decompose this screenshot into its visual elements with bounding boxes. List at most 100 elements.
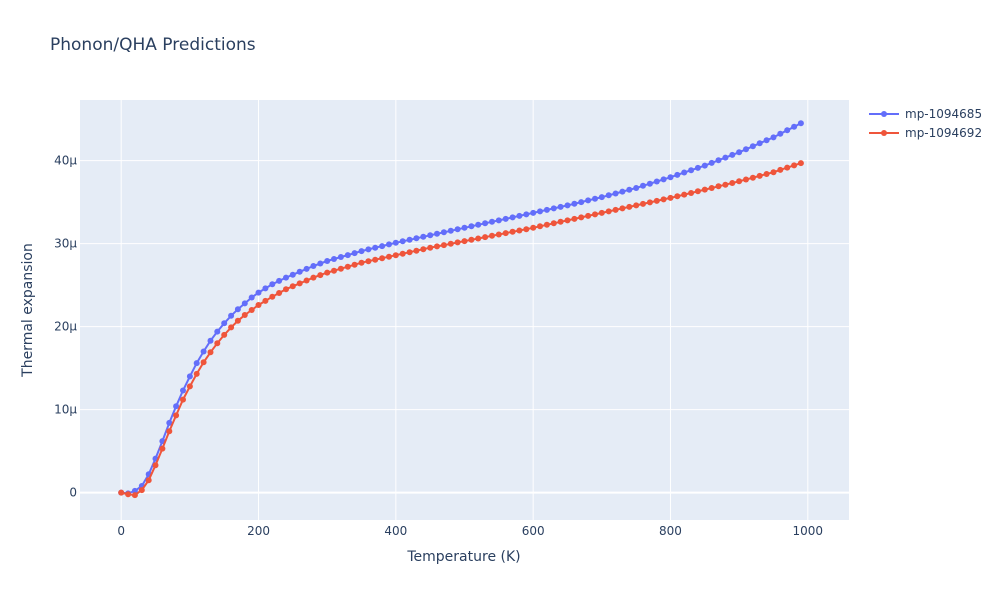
data-point[interactable] bbox=[598, 194, 605, 201]
data-point[interactable] bbox=[331, 256, 337, 262]
data-point[interactable] bbox=[729, 180, 736, 186]
data-point[interactable] bbox=[674, 193, 681, 200]
data-point[interactable] bbox=[234, 317, 241, 324]
data-point[interactable] bbox=[784, 164, 791, 171]
data-point[interactable] bbox=[193, 360, 200, 367]
data-point[interactable] bbox=[756, 172, 763, 179]
data-point[interactable] bbox=[372, 244, 379, 251]
data-point[interactable] bbox=[255, 289, 262, 296]
data-point[interactable] bbox=[722, 181, 729, 188]
data-point[interactable] bbox=[228, 312, 235, 319]
data-point[interactable] bbox=[640, 182, 646, 189]
data-point[interactable] bbox=[228, 324, 235, 331]
data-point[interactable] bbox=[749, 174, 756, 181]
data-point[interactable] bbox=[653, 197, 660, 204]
legend-item-mp-1094685[interactable]: mp-1094685 bbox=[869, 107, 982, 121]
data-point[interactable] bbox=[234, 306, 241, 313]
data-point[interactable] bbox=[152, 462, 159, 469]
data-point[interactable] bbox=[619, 188, 626, 195]
data-point[interactable] bbox=[633, 202, 640, 209]
data-point[interactable] bbox=[317, 260, 324, 267]
data-point[interactable] bbox=[447, 240, 454, 247]
data-point[interactable] bbox=[660, 196, 667, 203]
data-point[interactable] bbox=[523, 226, 530, 233]
data-point[interactable] bbox=[193, 370, 200, 377]
data-point[interactable] bbox=[337, 254, 344, 260]
data-point[interactable] bbox=[214, 340, 221, 347]
data-point[interactable] bbox=[344, 252, 351, 259]
data-point[interactable] bbox=[502, 230, 509, 237]
data-point[interactable] bbox=[708, 159, 715, 166]
data-point[interactable] bbox=[317, 272, 324, 279]
data-point[interactable] bbox=[495, 217, 502, 224]
data-point[interactable] bbox=[688, 190, 695, 196]
data-point[interactable] bbox=[715, 157, 722, 164]
data-point[interactable] bbox=[283, 286, 289, 293]
data-point[interactable] bbox=[269, 293, 276, 300]
data-point[interactable] bbox=[585, 212, 592, 219]
data-point[interactable] bbox=[248, 307, 255, 313]
data-point[interactable] bbox=[310, 274, 317, 281]
data-point[interactable] bbox=[537, 208, 543, 215]
data-point[interactable] bbox=[276, 277, 283, 284]
data-point[interactable] bbox=[578, 199, 585, 206]
data-point[interactable] bbox=[475, 235, 482, 242]
data-point[interactable] bbox=[324, 258, 331, 264]
data-point[interactable] bbox=[186, 383, 193, 390]
data-point[interactable] bbox=[406, 249, 413, 256]
data-point[interactable] bbox=[543, 206, 550, 213]
data-point[interactable] bbox=[797, 160, 804, 167]
data-point[interactable] bbox=[763, 137, 770, 144]
data-point[interactable] bbox=[564, 202, 571, 209]
data-point[interactable] bbox=[743, 176, 749, 183]
data-point[interactable] bbox=[434, 243, 440, 250]
data-point[interactable] bbox=[440, 229, 447, 236]
data-point[interactable] bbox=[791, 123, 798, 130]
data-point[interactable] bbox=[598, 209, 605, 216]
data-point[interactable] bbox=[756, 140, 763, 147]
data-point[interactable] bbox=[420, 233, 427, 240]
data-point[interactable] bbox=[269, 281, 276, 288]
data-point[interactable] bbox=[770, 169, 777, 176]
data-point[interactable] bbox=[399, 250, 406, 257]
data-point[interactable] bbox=[681, 191, 688, 198]
data-point[interactable] bbox=[386, 241, 392, 248]
data-point[interactable] bbox=[626, 186, 633, 193]
data-point[interactable] bbox=[454, 226, 461, 233]
data-point[interactable] bbox=[694, 164, 701, 171]
data-point[interactable] bbox=[221, 320, 228, 327]
data-point[interactable] bbox=[221, 331, 228, 338]
data-point[interactable] bbox=[358, 248, 365, 255]
data-point[interactable] bbox=[701, 186, 708, 193]
data-point[interactable] bbox=[646, 199, 653, 206]
data-point[interactable] bbox=[516, 212, 523, 219]
data-point[interactable] bbox=[523, 211, 530, 218]
data-point[interactable] bbox=[392, 239, 399, 246]
data-point[interactable] bbox=[186, 373, 193, 380]
data-point[interactable] bbox=[763, 171, 770, 177]
data-point[interactable] bbox=[200, 359, 207, 366]
data-point[interactable] bbox=[482, 220, 489, 227]
data-point[interactable] bbox=[324, 269, 331, 276]
data-point[interactable] bbox=[468, 236, 475, 243]
data-point[interactable] bbox=[125, 491, 132, 498]
legend-item-mp-1094692[interactable]: mp-1094692 bbox=[869, 126, 982, 140]
data-point[interactable] bbox=[489, 232, 495, 239]
data-point[interactable] bbox=[392, 252, 399, 259]
data-point[interactable] bbox=[667, 194, 674, 201]
data-point[interactable] bbox=[619, 205, 626, 212]
data-point[interactable] bbox=[440, 242, 447, 249]
data-point[interactable] bbox=[447, 227, 454, 234]
data-point[interactable] bbox=[633, 185, 640, 191]
data-point[interactable] bbox=[296, 268, 303, 275]
data-point[interactable] bbox=[413, 235, 420, 242]
data-point[interactable] bbox=[365, 258, 372, 265]
data-point[interactable] bbox=[358, 259, 365, 266]
data-point[interactable] bbox=[372, 256, 379, 263]
data-point[interactable] bbox=[118, 489, 125, 496]
data-point[interactable] bbox=[241, 300, 248, 307]
data-point[interactable] bbox=[592, 211, 598, 218]
data-point[interactable] bbox=[489, 218, 495, 225]
data-point[interactable] bbox=[351, 261, 358, 268]
data-point[interactable] bbox=[564, 217, 571, 224]
